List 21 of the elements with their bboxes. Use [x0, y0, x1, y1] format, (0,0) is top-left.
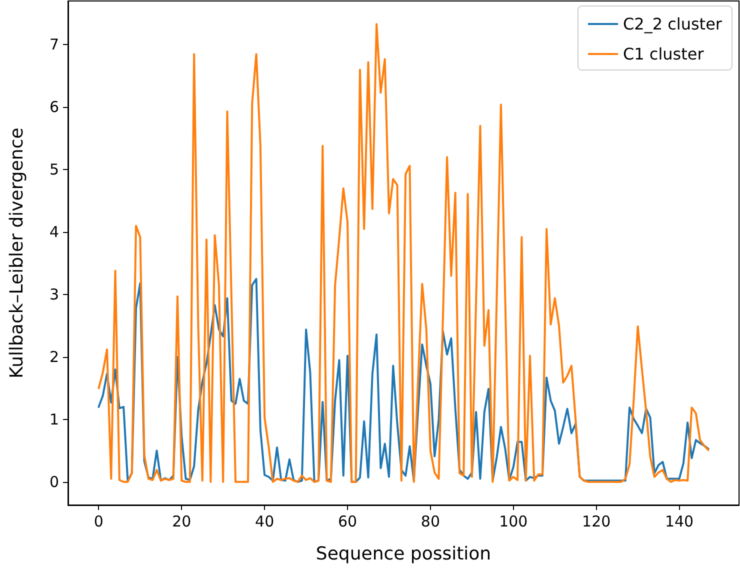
legend-label: C1 cluster	[622, 44, 704, 64]
x-tick-label: 0	[94, 512, 104, 530]
x-tick-label: 120	[582, 512, 611, 530]
y-tick-label: 4	[49, 223, 59, 242]
legend-label: C2_2 cluster	[622, 14, 722, 34]
x-tick-label: 100	[499, 512, 528, 530]
x-tick-label: 140	[664, 512, 694, 530]
y-tick-label: 2	[49, 348, 59, 366]
y-tick-label: 1	[49, 410, 59, 428]
y-tick-label: 5	[49, 160, 59, 179]
x-tick-label: 40	[255, 512, 274, 530]
line-series	[98, 278, 710, 483]
y-tick-label: 3	[49, 286, 59, 304]
x-tick-label: 60	[338, 512, 358, 530]
x-tick-label: 20	[172, 512, 192, 530]
y-tick-label: 0	[49, 472, 59, 491]
y-axis-title: Kullback–Leibler divergence	[6, 128, 28, 378]
y-tick-label: 6	[49, 98, 59, 116]
y-tick-label: 7	[49, 36, 59, 54]
x-tick-label: 80	[420, 512, 440, 530]
x-axis-title: Sequence possition	[316, 544, 492, 564]
